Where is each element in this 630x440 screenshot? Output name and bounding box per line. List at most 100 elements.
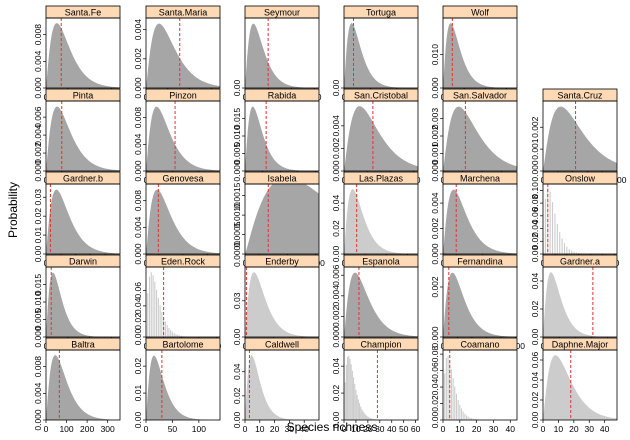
distribution-area	[443, 106, 517, 171]
panel-frame	[45, 17, 121, 89]
y-tick-label: 0.06	[133, 282, 143, 299]
y-tick-label: 0.10	[530, 182, 540, 199]
panel-enderby: Enderby020400.000.03	[232, 254, 320, 351]
distribution-area	[46, 23, 120, 88]
panel-title: Pinta	[73, 90, 94, 100]
distribution-area	[344, 272, 418, 337]
panel-title: Onslow	[565, 173, 596, 183]
panel-gardner-a: Gardner.a0204060800.000.020.04	[530, 254, 618, 351]
y-tick-label: 0.02	[530, 391, 540, 408]
y-tick-label: 0.005	[33, 309, 43, 331]
x-tick-label: 20	[472, 424, 482, 434]
y-tick-label: 0.02	[232, 387, 242, 404]
distribution-bars	[245, 272, 319, 337]
panel-coamano: Coamano 0 10 20 30 40 0.000.020.040.060.08	[430, 337, 518, 434]
x-tick-label: 40	[299, 424, 309, 434]
y-tick-label: 0.0005	[232, 221, 242, 247]
y-tick-label: 0.002	[430, 276, 440, 298]
distribution-area	[344, 106, 418, 171]
distribution-area	[46, 272, 120, 337]
y-tick-label: 0.000	[430, 77, 440, 99]
distribution-bars	[543, 355, 617, 420]
y-tick-label: 0.001	[430, 143, 440, 165]
y-tick-label: 0.02	[430, 395, 440, 412]
y-tick-label: 0.00	[232, 411, 242, 428]
y-tick-label: 0.010	[33, 291, 43, 313]
y-tick-label: 0.04	[530, 371, 540, 388]
panel-title: Champion	[360, 339, 401, 349]
panel-san-salvador: San.Salvador02004006000.0000.0010.0020.0…	[430, 88, 518, 185]
distribution-bars	[46, 23, 120, 88]
panel-frame	[542, 100, 618, 172]
y-tick-label: 0.00	[133, 328, 143, 345]
panel-frame	[145, 17, 221, 89]
y-tick-label: 0.008	[133, 107, 143, 129]
y-tick-label: 0.004	[33, 124, 43, 146]
y-tick-label: 0.000	[530, 160, 540, 182]
y-tick-label: 0.02	[133, 358, 143, 375]
panel-title: Gardner.a	[560, 256, 600, 266]
distribution-area	[443, 189, 517, 254]
distribution-area	[245, 106, 319, 171]
distribution-bars	[443, 106, 517, 171]
distribution-bars	[443, 189, 517, 254]
y-tick-label: 0.02	[133, 313, 143, 330]
distribution-bars	[146, 355, 220, 420]
y-tick-label: 0.003	[430, 108, 440, 130]
y-tick-label: 0.008	[33, 356, 43, 378]
y-tick-label: 0.00	[430, 411, 440, 428]
y-tick-label: 0.000	[133, 243, 143, 265]
panel-eden-rock: Eden.Rock0102030400.000.020.040.06	[133, 254, 221, 351]
distribution-area	[344, 23, 418, 88]
distribution-area	[344, 189, 418, 254]
y-tick-label: 0.04	[530, 220, 540, 237]
panel-santa-cruz: Santa.Cruz020040060080010000.0000.0010.0…	[530, 88, 627, 185]
x-tick-label: 30	[285, 424, 295, 434]
panel-wolf: Wolf0501001500.0000.010	[430, 5, 518, 102]
panel-title: Santa.Maria	[159, 7, 208, 17]
panel-frame	[145, 100, 221, 172]
panel-frame	[244, 17, 320, 89]
y-tick-label: 0.000	[331, 326, 341, 348]
y-tick-label: 0.004	[33, 382, 43, 404]
x-tick-label: 10	[255, 424, 265, 434]
x-tick-label: 100	[59, 424, 73, 434]
panel-title: Wolf	[471, 7, 489, 17]
panel-frame	[542, 349, 618, 421]
panel-frame	[343, 183, 419, 255]
x-tick-label: 20	[270, 424, 280, 434]
y-tick-label: 0.08	[530, 195, 540, 212]
y-tick-label: 0.06	[530, 207, 540, 224]
distribution-bars	[245, 106, 319, 171]
y-tick-label: 0.004	[33, 50, 43, 72]
panel-frame	[45, 100, 121, 172]
y-tick-label: 0.008	[133, 190, 143, 212]
distribution-area	[146, 106, 220, 171]
x-tick-label: 100	[192, 424, 206, 434]
panel-onslow: Onslow0510152025300.000.020.040.060.080.…	[530, 171, 620, 268]
y-tick-label: 0.06	[530, 351, 540, 368]
distribution-area	[245, 272, 319, 337]
x-tick-label: 20	[363, 424, 373, 434]
y-tick-label: 0.00	[33, 245, 43, 262]
y-tick-label: 0.00	[530, 411, 540, 428]
distribution-bars	[344, 189, 418, 254]
panel-frame	[145, 349, 221, 421]
distribution-bars	[443, 23, 517, 88]
y-tick-label: 0.04	[232, 363, 242, 380]
panel-seymour: Seymour0501001500.000.100.20	[232, 5, 322, 102]
y-tick-label: 0.08	[430, 346, 440, 363]
panel-frame	[343, 349, 419, 421]
distribution-bars	[344, 272, 418, 337]
distribution-bars	[46, 106, 120, 171]
y-tick-label: 0.015	[33, 274, 43, 296]
panel-title: Espanola	[362, 256, 400, 266]
y-tick-label: 0.04	[430, 379, 440, 396]
x-tick-label: 10	[554, 424, 564, 434]
x-tick-label: 10	[455, 424, 465, 434]
